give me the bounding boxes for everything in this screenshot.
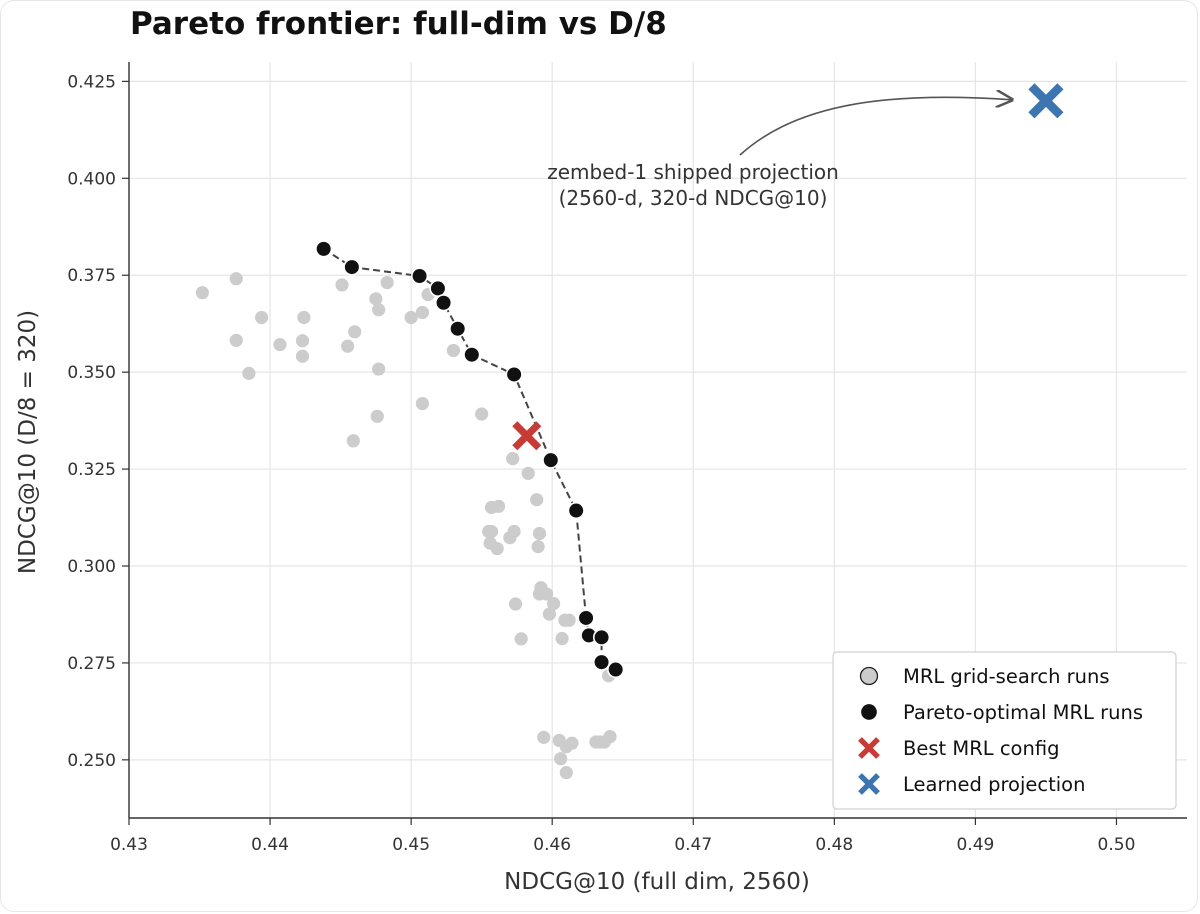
legend-grid-search-swatch: [859, 666, 879, 686]
y-tick-label: 0.325: [67, 460, 116, 480]
grid-search-point: [532, 526, 547, 541]
annotation-line-1: zembed-1 shipped projection: [547, 160, 839, 184]
pareto-point: [592, 628, 611, 646]
x-tick-label: 0.44: [251, 835, 289, 855]
grid-search-point: [475, 407, 489, 421]
grid-search-point: [255, 310, 269, 325]
grid-search-point: [380, 275, 394, 290]
y-tick-label: 0.275: [67, 654, 116, 674]
grid-search-point: [562, 613, 576, 627]
x-tick-label: 0.43: [110, 835, 148, 855]
grid-search-point: [537, 730, 551, 744]
grid-search-point: [547, 597, 561, 611]
legend-label: MRL grid-search runs: [903, 665, 1110, 688]
grid-search-point: [295, 349, 310, 363]
grid-search-point: [369, 292, 383, 306]
legend: MRL grid-search runs Pareto-optimal MRL r…: [832, 651, 1177, 810]
grid-search-point: [554, 752, 568, 766]
grid-search-point: [341, 339, 355, 353]
annotation: zembed-1 shipped projection (2560-d, 320…: [547, 97, 1012, 210]
grid-search-point: [229, 333, 243, 347]
best-config-marker: [512, 421, 542, 451]
data-points: [195, 83, 1064, 780]
grid-search-point: [372, 362, 386, 376]
pareto-point: [567, 501, 585, 520]
grid-search-point: [404, 310, 418, 325]
x-tick-label: 0.47: [674, 835, 712, 855]
x-tick-label: 0.49: [956, 835, 994, 855]
legend-label: Best MRL config: [903, 737, 1060, 760]
grid-search-point: [446, 343, 461, 358]
x-tick-label: 0.50: [1098, 835, 1136, 855]
grid-search-point: [521, 466, 535, 480]
grid-search-point: [348, 325, 362, 339]
legend-learned-projection-swatch: [858, 773, 880, 795]
grid-search-point: [559, 766, 573, 780]
grid-search-point: [415, 305, 430, 320]
legend-pareto-swatch: [859, 702, 879, 722]
annotation-line-2: (2560-d, 320-d NDCG@10): [559, 186, 828, 210]
x-tick-label: 0.45: [392, 835, 430, 855]
pareto-frontier-line: [323, 248, 617, 671]
pareto-point: [463, 346, 481, 364]
chart-title: Pareto frontier: full-dim vs D/8: [130, 6, 667, 42]
grid-search-point: [229, 272, 243, 286]
y-tick-label: 0.350: [67, 363, 116, 383]
y-tick-label: 0.250: [67, 751, 116, 771]
grid-search-point: [370, 409, 384, 423]
legend-box: [832, 651, 1177, 810]
y-tick-label: 0.400: [67, 169, 116, 189]
grid-search-point: [295, 334, 310, 348]
pareto-point: [315, 240, 333, 258]
grid-search-point: [484, 524, 499, 539]
pareto-point: [542, 451, 560, 469]
grid-search-point: [603, 729, 617, 744]
grid-search-point: [297, 310, 311, 325]
grid-search-point: [539, 587, 554, 601]
grid-search-point: [335, 278, 349, 292]
grid-search-point: [555, 631, 569, 646]
annotation-arrow: [739, 97, 1012, 156]
tick-labels: 0.43 0.44 0.45 0.46 0.47 0.48 0.49 0.50 0.250 0.2…: [67, 72, 1135, 855]
legend-label: Pareto-optimal MRL runs: [903, 701, 1143, 724]
grid-search-point: [491, 499, 506, 513]
pareto-point: [434, 294, 453, 312]
pareto-point: [577, 609, 595, 627]
grid-search-point: [565, 736, 579, 750]
grid-search-point: [195, 286, 209, 300]
grid-search-point: [514, 632, 528, 646]
grid-search-point: [542, 607, 556, 621]
pareto-point: [592, 653, 611, 671]
pareto-point: [410, 267, 429, 285]
grid-search-point: [242, 366, 256, 380]
y-tick-label: 0.375: [67, 266, 116, 286]
y-tick-label: 0.300: [67, 557, 116, 577]
axes: [122, 62, 1187, 825]
legend-best-config-swatch: [858, 737, 880, 759]
pareto-point: [607, 660, 625, 679]
grid-search-point: [530, 493, 544, 507]
grid-search-point: [507, 524, 521, 539]
x-axis-label: NDCG@10 (full dim, 2560): [504, 869, 810, 895]
grid-search-point: [490, 541, 504, 556]
pareto-point: [429, 279, 447, 298]
x-tick-label: 0.48: [815, 835, 853, 855]
pareto-point: [343, 258, 361, 276]
grid-search-point: [372, 303, 386, 317]
grid-search-point: [508, 597, 523, 611]
legend-label: Learned projection: [903, 773, 1085, 796]
grid-search-point: [346, 434, 360, 448]
grid-search-point: [273, 338, 287, 352]
x-tick-label: 0.46: [533, 835, 571, 855]
grid-search-point: [506, 452, 520, 466]
pareto-point: [505, 365, 523, 384]
y-tick-label: 0.425: [67, 72, 116, 92]
learned-projection-marker: [1028, 83, 1064, 119]
pareto-point: [449, 320, 467, 338]
y-axis-label: NDCG@10 (D/8 = 320): [15, 310, 41, 574]
grid-search-point: [531, 540, 545, 554]
grid-search-point: [415, 396, 430, 411]
